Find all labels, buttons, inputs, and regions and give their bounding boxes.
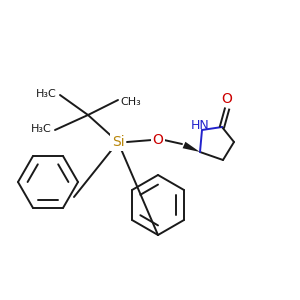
Text: Si: Si [112,135,124,149]
Text: O: O [222,92,232,106]
Text: HN: HN [190,119,209,132]
Text: H₃C: H₃C [36,89,57,99]
Polygon shape [183,142,200,152]
Text: CH₃: CH₃ [120,97,141,107]
Text: H₃C: H₃C [31,124,52,134]
Text: O: O [153,133,164,147]
